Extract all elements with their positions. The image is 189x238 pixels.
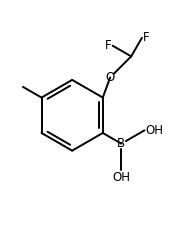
Text: B: B (117, 137, 125, 150)
Text: OH: OH (145, 124, 163, 137)
Text: O: O (105, 71, 115, 84)
Text: F: F (105, 39, 111, 52)
Text: F: F (143, 31, 150, 44)
Text: OH: OH (112, 171, 130, 184)
